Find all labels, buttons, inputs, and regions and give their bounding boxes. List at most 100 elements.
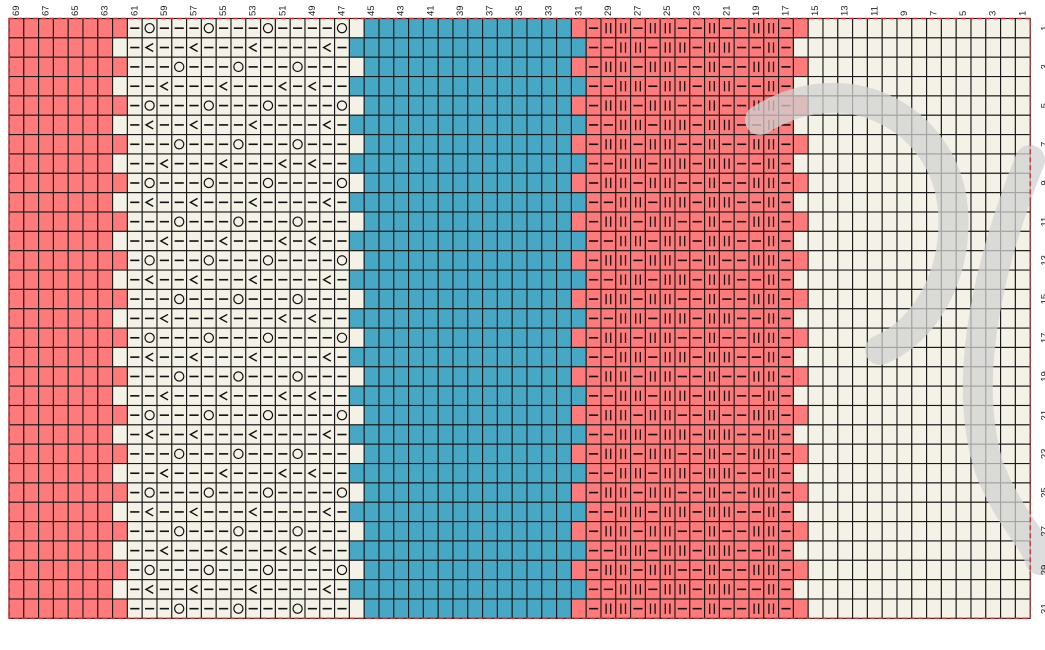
stitch-cell xyxy=(911,17,928,39)
stitch-cell xyxy=(911,172,928,194)
stitch-cell xyxy=(541,327,558,349)
stitch-cell xyxy=(822,346,839,368)
stitch-cell xyxy=(704,346,720,368)
stitch-cell xyxy=(8,114,25,136)
knit-tbl-symbol xyxy=(753,216,760,227)
knit-tbl-symbol xyxy=(605,371,612,382)
stitch-cell xyxy=(393,172,410,194)
knit-tbl-symbol xyxy=(768,564,775,576)
stitch-cell xyxy=(926,17,942,39)
stitch-cell xyxy=(437,308,454,329)
knit-tbl-symbol xyxy=(605,293,612,305)
stitch-cell xyxy=(526,559,543,581)
stitch-cell xyxy=(630,76,646,97)
stitch-cell xyxy=(940,385,957,407)
stitch-cell xyxy=(807,521,824,542)
stitch-cell xyxy=(570,424,587,445)
yarn-over-symbol xyxy=(292,139,303,150)
stitch-cell xyxy=(82,598,99,619)
stitch-cell xyxy=(807,192,824,213)
yarn-over-symbol xyxy=(292,526,303,537)
stitch-cell xyxy=(763,521,780,542)
stitch-cell xyxy=(112,17,128,39)
stitch-cell xyxy=(23,366,40,387)
stitch-cell xyxy=(112,269,128,290)
knit-tbl-symbol xyxy=(605,216,612,227)
knit-tbl-symbol xyxy=(723,468,730,479)
knit-tbl-symbol xyxy=(768,81,775,92)
stitch-cell xyxy=(393,327,410,349)
stitch-cell xyxy=(348,211,365,232)
stitch-cell xyxy=(615,269,632,290)
stitch-cell xyxy=(541,462,558,484)
stitch-cell xyxy=(792,172,809,194)
stitch-cell xyxy=(526,327,543,349)
stitch-cell xyxy=(659,192,676,213)
stitch-cell xyxy=(911,579,928,600)
stitch-cell xyxy=(8,559,25,581)
yarn-over-symbol xyxy=(203,564,214,576)
stitch-cell xyxy=(467,424,484,445)
stitch-cell xyxy=(393,540,410,561)
stitch-cell xyxy=(67,424,84,445)
stitch-cell xyxy=(556,95,572,116)
stitch-cell xyxy=(644,250,661,271)
stitch-cell xyxy=(437,424,454,445)
stitch-cell xyxy=(985,598,1002,619)
stitch-cell xyxy=(556,250,572,271)
stitch-cell xyxy=(348,482,365,503)
stitch-cell xyxy=(467,366,484,387)
stitch-cell xyxy=(970,598,987,619)
knit-tbl-symbol xyxy=(679,468,686,479)
stitch-cell xyxy=(940,443,957,465)
stitch-cell xyxy=(496,424,513,445)
stitch-cell xyxy=(600,95,617,116)
stitch-cell xyxy=(452,211,469,232)
knit-tbl-symbol xyxy=(664,235,671,247)
decrease-symbol xyxy=(218,546,228,556)
stitch-cell xyxy=(348,76,365,97)
stitch-cell xyxy=(363,172,380,194)
stitch-cell xyxy=(792,192,809,213)
stitch-cell xyxy=(822,114,839,136)
stitch-cell xyxy=(112,559,128,581)
stitch-cell xyxy=(82,559,99,581)
stitch-cell xyxy=(496,211,513,232)
stitch-cell xyxy=(467,327,484,349)
stitch-cell xyxy=(615,579,632,600)
knit-tbl-symbol xyxy=(664,487,671,498)
stitch-cell xyxy=(630,346,646,368)
stitch-cell xyxy=(112,37,128,58)
stitch-cell xyxy=(511,192,528,213)
stitch-cell xyxy=(393,211,410,232)
stitch-cell xyxy=(704,269,720,290)
stitch-cell xyxy=(896,172,913,194)
column-number-label: 49 xyxy=(307,5,318,16)
stitch-cell xyxy=(718,192,735,213)
stitch-cell xyxy=(378,598,395,619)
knit-tbl-symbol xyxy=(620,506,627,518)
stitch-cell xyxy=(38,424,54,445)
stitch-cell xyxy=(82,250,99,271)
stitch-cell xyxy=(792,579,809,600)
stitch-cell xyxy=(807,17,824,39)
stitch-cell xyxy=(970,153,987,174)
stitch-cell xyxy=(600,404,617,426)
knit-tbl-symbol xyxy=(768,584,775,595)
stitch-cell xyxy=(644,288,661,310)
stitch-cell xyxy=(881,540,898,561)
stitch-cell xyxy=(940,404,957,426)
stitch-cell xyxy=(970,37,987,58)
stitch-cell xyxy=(570,346,587,368)
stitch-cell xyxy=(852,114,868,136)
stitch-cell xyxy=(763,76,780,97)
stitch-cell xyxy=(52,443,69,465)
stitch-cell xyxy=(452,134,469,155)
stitch-cell xyxy=(748,134,765,155)
stitch-cell xyxy=(970,521,987,542)
stitch-cell xyxy=(659,404,676,426)
stitch-cell xyxy=(82,462,99,484)
knit-tbl-symbol xyxy=(635,545,641,556)
knit-tbl-symbol xyxy=(664,197,671,208)
stitch-cell xyxy=(881,153,898,174)
